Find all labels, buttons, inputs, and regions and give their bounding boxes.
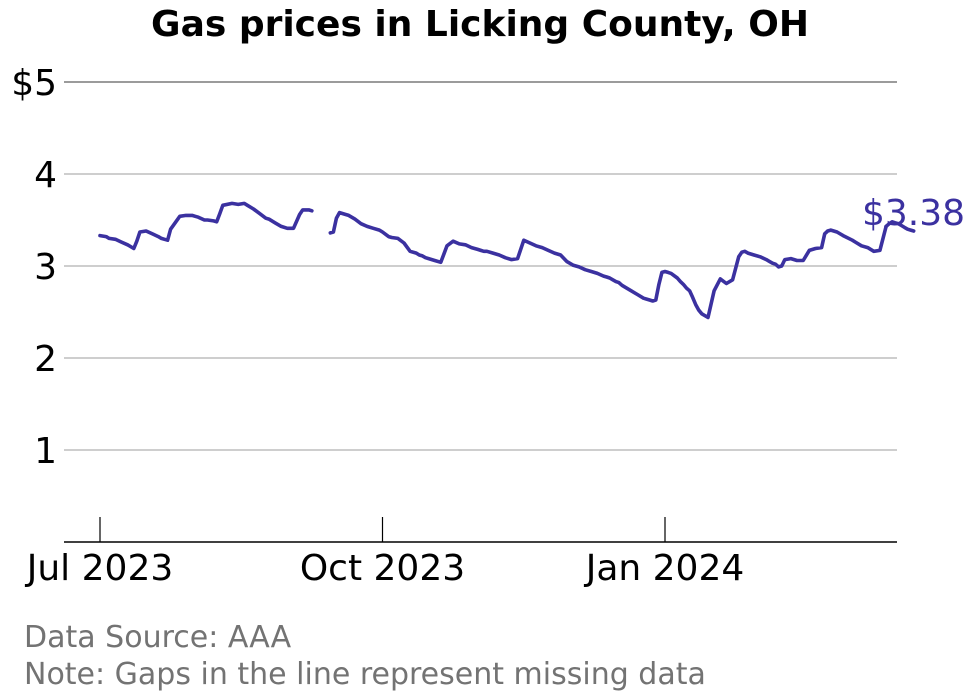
last-value-label: $3.38 (862, 193, 965, 234)
y-tick-label: 4 (34, 155, 57, 196)
gaps-note: Note: Gaps in the line represent missing… (24, 657, 706, 692)
x-tick-label: Jan 2024 (584, 548, 745, 589)
y-axis-ticks: 1 2 3 4 $5 (11, 63, 57, 472)
series-segment-2 (328, 210, 888, 320)
y-tick-label: 2 (34, 339, 57, 380)
data-source-note: Data Source: AAA (24, 620, 292, 655)
y-tick-label: $5 (11, 63, 57, 104)
y-tick-label: 1 (34, 431, 57, 472)
chart-title: Gas prices in Licking County, OH (151, 4, 809, 45)
series-segment-1 (98, 201, 314, 251)
y-tick-label: 3 (34, 247, 57, 288)
series-segment-3 (884, 220, 916, 233)
gridlines (64, 81, 897, 451)
series-gas-price (98, 201, 916, 320)
x-tick-label: Oct 2023 (300, 548, 465, 589)
x-tick-label: Jul 2023 (25, 548, 174, 589)
x-axis-ticks: Jul 2023 Oct 2023 Jan 2024 (25, 517, 745, 589)
